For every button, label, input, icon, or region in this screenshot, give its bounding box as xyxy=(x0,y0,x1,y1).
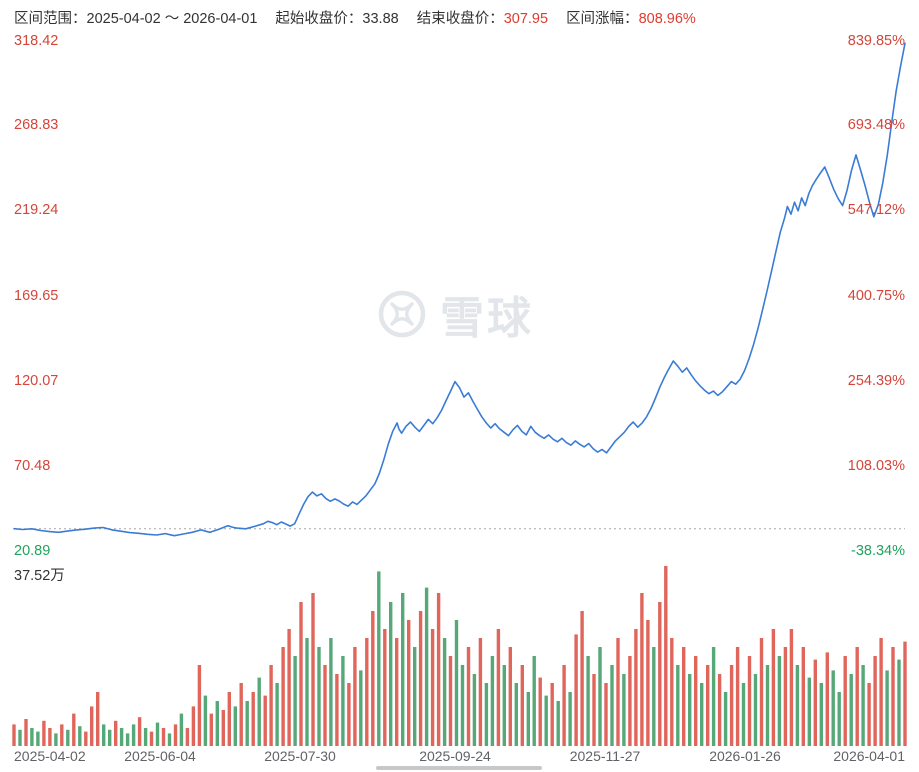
volume-max-label: 37.52万 xyxy=(14,568,65,584)
pct-axis-label: 254.39% xyxy=(847,373,905,389)
scrollbar-thumb[interactable] xyxy=(376,766,542,770)
xueqiu-logo-icon xyxy=(378,290,426,338)
pct-axis-label: 400.75% xyxy=(847,288,905,304)
pct-axis-label: 693.48% xyxy=(847,117,905,133)
price-axis-label: 318.42 xyxy=(14,33,59,49)
pct-axis-label: -38.34% xyxy=(850,543,905,559)
pct-axis-label: 839.85% xyxy=(847,33,905,49)
date-axis-label: 2026-04-01 xyxy=(833,748,905,764)
pct-axis-label: 547.12% xyxy=(847,202,905,218)
price-axis-label: 268.83 xyxy=(14,117,59,133)
period-change-label: 区间涨幅： xyxy=(566,11,639,27)
range-value: 2025-04-02 ～ 2026-04-01 xyxy=(86,11,258,27)
date-axis-label: 2025-07-30 xyxy=(264,748,336,764)
end-close-label: 结束收盘价： xyxy=(416,11,504,27)
price-axis-label: 70.48 xyxy=(14,458,51,474)
date-axis-label: 2025-06-04 xyxy=(124,748,196,764)
period-change-value: 808.96% xyxy=(638,11,696,27)
end-close-value: 307.95 xyxy=(503,11,549,27)
chart-summary-header: 区间范围：2025-04-02 ～ 2026-04-01 起始收盘价：33.88 结… xyxy=(14,7,696,28)
start-close-value: 33.88 xyxy=(362,11,399,27)
xueqiu-watermark: 雪球 xyxy=(376,282,534,346)
range-label: 区间范围： xyxy=(14,11,87,27)
price-axis-label: 20.89 xyxy=(14,543,51,559)
pct-axis-label: 108.03% xyxy=(847,458,905,474)
price-axis-label: 169.65 xyxy=(14,288,59,304)
xueqiu-watermark-text: 雪球 xyxy=(440,294,534,343)
price-axis-label: 219.24 xyxy=(14,202,59,218)
date-axis-label: 2025-11-27 xyxy=(569,748,641,764)
date-axis-label: 2026-01-26 xyxy=(709,748,781,764)
date-axis-label: 2025-04-02 xyxy=(14,748,86,764)
date-axis-label: 2025-09-24 xyxy=(419,748,491,764)
price-axis-label: 120.07 xyxy=(14,373,59,389)
start-close-label: 起始收盘价： xyxy=(275,11,363,27)
